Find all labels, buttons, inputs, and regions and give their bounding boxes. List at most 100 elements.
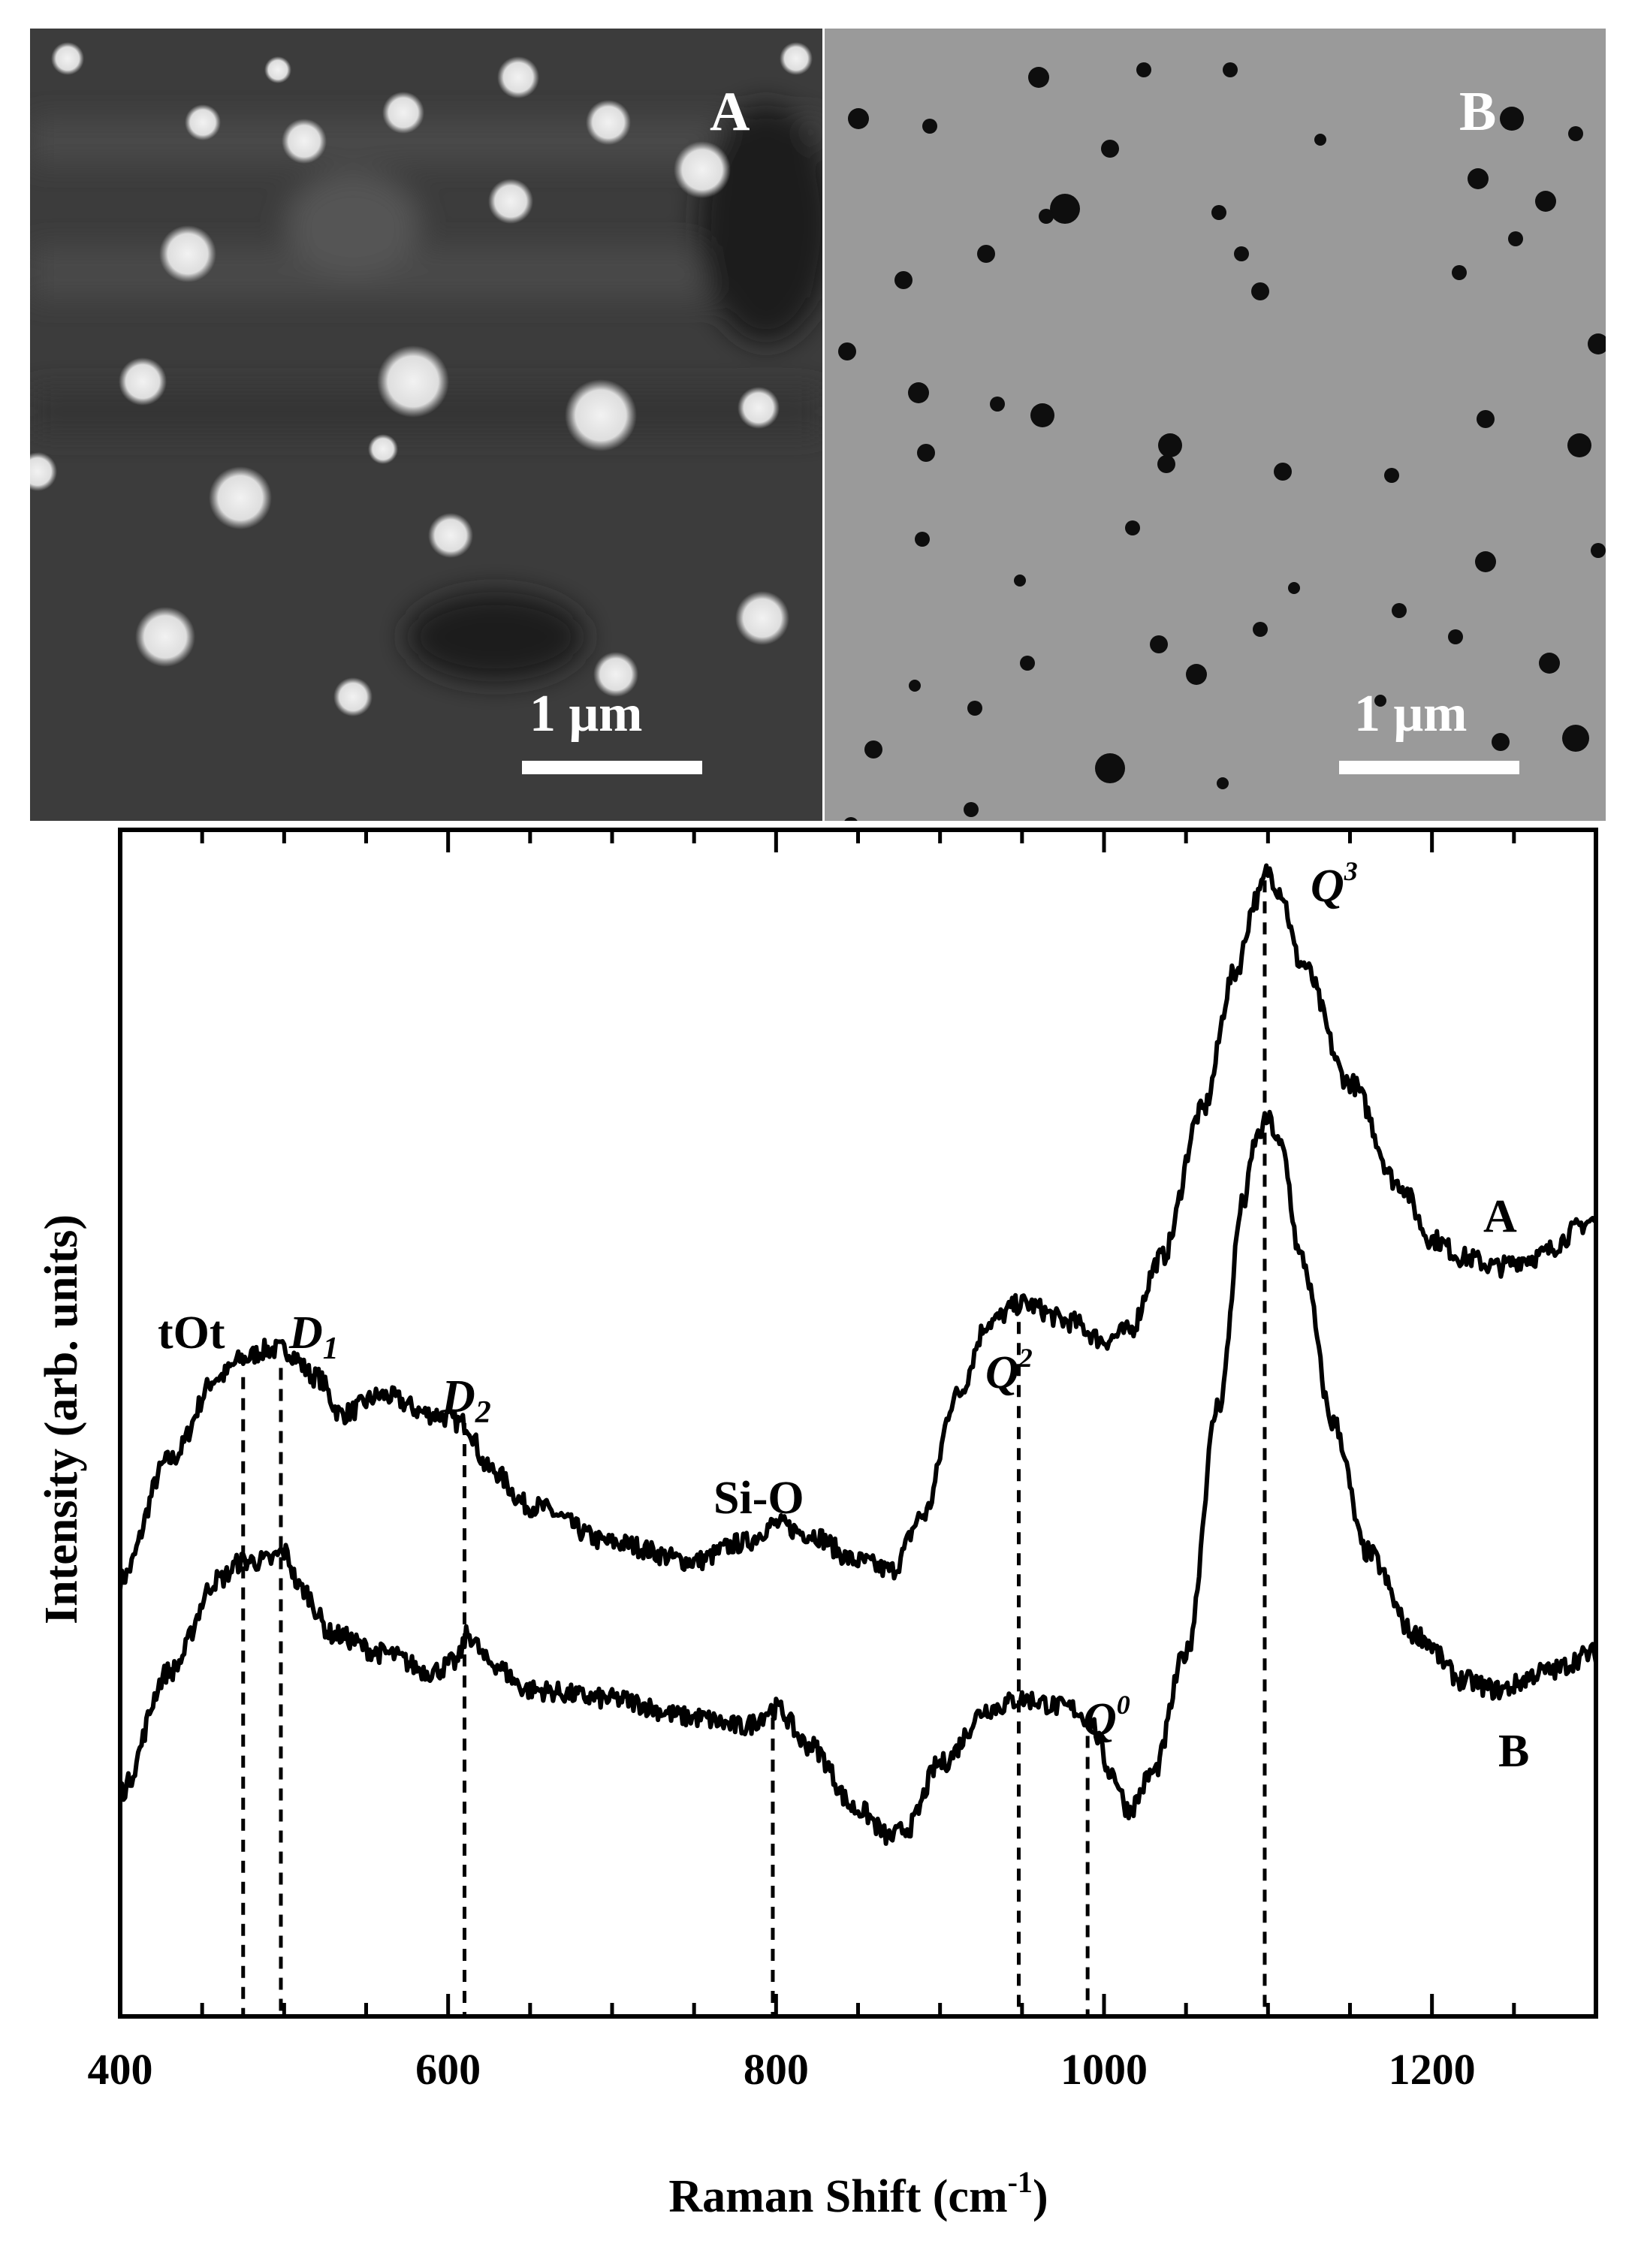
annotation-d1-main: D bbox=[288, 1307, 323, 1359]
particle-b-14 bbox=[1039, 209, 1054, 224]
particle-b-45 bbox=[1020, 656, 1035, 671]
annotation-d2-sub: 2 bbox=[475, 1395, 491, 1430]
particle-a-16 bbox=[428, 513, 473, 558]
x-tick-label-1000: 1000 bbox=[1060, 2045, 1148, 2094]
particle-b-52 bbox=[964, 802, 979, 817]
x-tick-label-800: 800 bbox=[744, 2045, 809, 2094]
annotation-d2: D2 bbox=[441, 1371, 491, 1430]
particle-b-9 bbox=[1314, 134, 1326, 146]
particle-a-7 bbox=[674, 141, 731, 198]
particle-b-31 bbox=[1157, 455, 1175, 473]
series-label-b: B bbox=[1498, 1726, 1529, 1777]
particle-b-36 bbox=[1288, 582, 1300, 594]
particle-a-10 bbox=[119, 357, 167, 406]
micrograph-a-scale-label: 1 μm bbox=[529, 685, 643, 743]
micrograph-b-letter: B bbox=[1459, 81, 1496, 143]
particle-b-19 bbox=[1508, 231, 1523, 246]
particle-b-50 bbox=[1095, 753, 1125, 783]
particle-b-47 bbox=[1492, 733, 1510, 751]
particle-a-8 bbox=[780, 42, 813, 75]
particle-b-33 bbox=[1475, 551, 1496, 572]
axis-ticks bbox=[118, 830, 1598, 2016]
series-group bbox=[118, 863, 1598, 1846]
series-line-a bbox=[118, 863, 1598, 1590]
particle-b-12 bbox=[894, 271, 913, 289]
x-axis-title-sup: -1 bbox=[1008, 2165, 1033, 2199]
annotation-d1-sub: 1 bbox=[323, 1332, 339, 1366]
particle-b-44 bbox=[967, 701, 982, 716]
particle-b-28 bbox=[1588, 333, 1606, 354]
particle-b-25 bbox=[1274, 463, 1292, 481]
x-axis-title-close: ) bbox=[1033, 2171, 1048, 2222]
y-axis-title: Intensity (arb. units) bbox=[36, 1214, 87, 1624]
particle-a-13 bbox=[738, 387, 780, 429]
particle-b-17 bbox=[1452, 265, 1467, 280]
micrograph-b-background bbox=[825, 29, 1606, 821]
x-tick-label-400: 400 bbox=[88, 2045, 153, 2094]
particle-b-5 bbox=[922, 119, 937, 134]
annotation-tot: tOt bbox=[158, 1307, 225, 1359]
annotation-q0: Q0 bbox=[1083, 1690, 1130, 1745]
particle-b-54 bbox=[909, 680, 921, 692]
particle-b-41 bbox=[1253, 622, 1268, 637]
particle-a-2 bbox=[264, 56, 291, 83]
micrograph-a-scale-bar bbox=[522, 761, 702, 774]
particle-b-2 bbox=[1136, 62, 1151, 77]
annotation-si-o: Si-O bbox=[713, 1473, 804, 1524]
micrograph-b: B 1 μm bbox=[825, 29, 1606, 821]
particle-a-14 bbox=[30, 452, 57, 491]
micrograph-b-particles bbox=[838, 62, 1606, 821]
x-axis-title-main: Raman Shift (cm bbox=[668, 2171, 1007, 2222]
particle-b-0 bbox=[848, 108, 869, 129]
particle-a-19 bbox=[333, 677, 373, 716]
annotation-d1: D1 bbox=[288, 1307, 339, 1366]
particle-a-4 bbox=[382, 92, 424, 134]
particle-a-1 bbox=[185, 104, 221, 140]
particle-a-15 bbox=[209, 466, 272, 529]
particle-b-22 bbox=[990, 397, 1005, 412]
particle-b-32 bbox=[1384, 468, 1399, 483]
particle-b-26 bbox=[1477, 410, 1495, 428]
particle-b-49 bbox=[864, 740, 882, 759]
particle-b-48 bbox=[1562, 725, 1589, 752]
annotation-q3-main: Q bbox=[1311, 861, 1344, 912]
plot-frame bbox=[118, 828, 1598, 2019]
particle-b-10 bbox=[1535, 191, 1556, 212]
annotation-q0-sup: 0 bbox=[1117, 1690, 1130, 1720]
particle-b-53 bbox=[844, 817, 858, 821]
particle-b-20 bbox=[838, 342, 856, 360]
particle-b-23 bbox=[1030, 403, 1054, 427]
particle-b-7 bbox=[1050, 194, 1080, 224]
particle-b-13 bbox=[977, 245, 995, 263]
series-label-a: A bbox=[1483, 1191, 1517, 1242]
annotation-q0-main: Q bbox=[1083, 1694, 1117, 1745]
x-axis-title: Raman Shift (cm-1) bbox=[668, 2165, 1048, 2222]
particle-b-51 bbox=[1217, 777, 1229, 789]
particle-b-4 bbox=[1500, 107, 1524, 131]
annotation-q3: Q3 bbox=[1311, 856, 1358, 912]
particle-b-11 bbox=[1568, 126, 1583, 141]
particle-a-11 bbox=[377, 345, 449, 418]
particle-b-18 bbox=[1468, 168, 1489, 189]
particle-b-34 bbox=[915, 532, 930, 547]
particle-b-30 bbox=[1125, 520, 1140, 535]
particle-b-40 bbox=[1186, 664, 1207, 685]
particle-a-17 bbox=[735, 591, 789, 645]
particle-b-15 bbox=[1234, 246, 1249, 261]
particle-b-21 bbox=[908, 382, 929, 403]
particle-b-46 bbox=[1374, 695, 1386, 707]
annotation-q2-main: Q bbox=[985, 1347, 1019, 1398]
particle-b-16 bbox=[1251, 282, 1269, 300]
micrograph-a-letter: A bbox=[710, 81, 750, 143]
particle-b-38 bbox=[1392, 603, 1407, 618]
series-line-b bbox=[118, 1109, 1598, 1846]
particle-a-3 bbox=[282, 119, 327, 164]
x-tick-label-1200: 1200 bbox=[1389, 2045, 1476, 2094]
particle-a-12 bbox=[565, 379, 637, 451]
annotation-q3-sup: 3 bbox=[1344, 856, 1358, 886]
particle-b-3 bbox=[1223, 62, 1238, 77]
particle-a-22 bbox=[368, 434, 398, 464]
particle-b-6 bbox=[1101, 140, 1119, 158]
x-tick-labels: 400 600 800 1000 1200 bbox=[88, 2045, 1476, 2094]
